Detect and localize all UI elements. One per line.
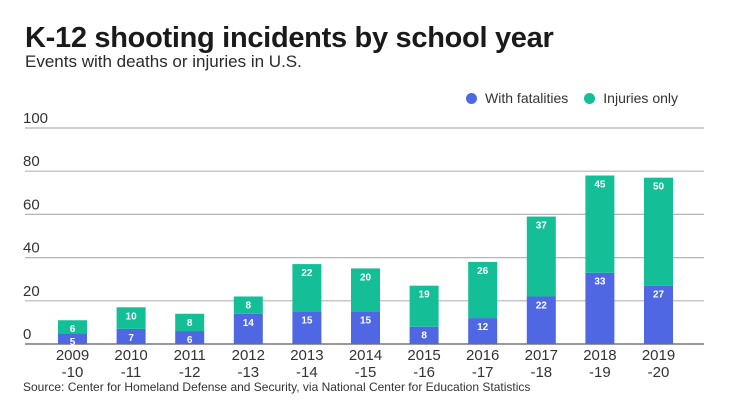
value-label-with-fatalities-2014: 15 (360, 316, 372, 327)
bar-with-fatalities-2012 (233, 313, 263, 344)
value-label-injuries-only-2015: 19 (419, 290, 431, 301)
bar-with-fatalities-2017 (526, 296, 556, 344)
value-label-injuries-only-2016: 26 (477, 266, 489, 277)
chart-subtitle: Events with deaths or injuries in U.S. (25, 52, 302, 71)
source-note: Source: Center for Homeland Defense and … (23, 380, 531, 394)
bar-with-fatalities-2009 (58, 333, 87, 344)
x-tick-label-2015: 2015 (407, 347, 440, 364)
x-tick-label-2012: 2012 (232, 347, 265, 364)
legend-item-with-fatalities: With fatalities (466, 90, 568, 106)
value-label-with-fatalities-2012: 14 (243, 318, 255, 329)
x-tick-label-2019: 2019 (642, 347, 675, 364)
x-tick-sublabel-2013: -14 (296, 364, 318, 381)
bar-injuries-only-2014 (351, 268, 380, 312)
bar-injuries-only-2019 (644, 177, 673, 286)
y-tick-label-100: 100 (23, 110, 48, 127)
x-tick-label-2013: 2013 (290, 347, 323, 364)
value-label-injuries-only-2014: 20 (360, 272, 372, 283)
value-label-injuries-only-2009: 6 (70, 324, 76, 335)
bar-with-fatalities-2014 (351, 311, 380, 344)
bar-with-fatalities-2011 (175, 331, 205, 344)
x-tick-sublabel-2019: -20 (648, 364, 670, 381)
value-label-with-fatalities-2017: 22 (536, 300, 548, 311)
value-label-with-fatalities-2015: 8 (421, 331, 427, 342)
y-tick-label-60: 60 (23, 196, 40, 213)
value-label-injuries-only-2010: 10 (126, 311, 138, 322)
legend-label-injuries-only: Injuries only (603, 90, 678, 106)
x-tick-sublabel-2010: -11 (121, 364, 142, 381)
bar-injuries-only-2010 (116, 307, 146, 329)
legend-swatch-with-fatalities (466, 92, 478, 104)
value-label-with-fatalities-2019: 27 (653, 290, 665, 301)
x-tick-label-2017: 2017 (525, 347, 558, 364)
bar-with-fatalities-2015 (409, 326, 439, 344)
bar-with-fatalities-2016 (468, 318, 498, 344)
legend: With fatalities Injuries only (450, 90, 678, 106)
y-tick-label-20: 20 (23, 283, 40, 300)
legend-swatch-injuries-only (584, 92, 596, 104)
x-tick-sublabel-2015: -16 (413, 364, 435, 381)
x-tick-label-2011: 2011 (174, 347, 206, 364)
bar-injuries-only-2016 (468, 261, 498, 319)
value-label-with-fatalities-2018: 33 (594, 277, 606, 288)
bar-injuries-only-2012 (233, 296, 263, 314)
x-tick-sublabel-2017: -18 (530, 364, 552, 381)
x-tick-label-2014: 2014 (349, 347, 382, 364)
value-label-injuries-only-2011: 8 (187, 318, 193, 329)
x-tick-sublabel-2016: -17 (472, 364, 494, 381)
bar-injuries-only-2018 (585, 175, 615, 273)
x-tick-sublabel-2014: -15 (355, 364, 377, 381)
y-tick-label-0: 0 (23, 326, 31, 343)
legend-label-with-fatalities: With fatalities (485, 90, 569, 106)
x-tick-label-2018: 2018 (583, 347, 616, 364)
value-label-injuries-only-2018: 45 (594, 180, 606, 191)
bar-with-fatalities-2013 (292, 311, 322, 344)
value-label-injuries-only-2013: 22 (301, 268, 313, 279)
bar-with-fatalities-2010 (116, 328, 146, 344)
y-tick-label-40: 40 (23, 240, 40, 257)
bar-injuries-only-2013 (292, 264, 322, 312)
x-tick-sublabel-2011: -12 (179, 364, 201, 381)
value-label-with-fatalities-2009: 5 (70, 337, 76, 348)
x-tick-label-2010: 2010 (114, 347, 147, 364)
value-label-with-fatalities-2016: 12 (477, 322, 489, 333)
bar-injuries-only-2017 (526, 216, 556, 297)
x-tick-sublabel-2012: -13 (237, 364, 259, 381)
y-tick-label-80: 80 (23, 153, 40, 170)
value-label-with-fatalities-2011: 6 (187, 335, 193, 346)
bar-with-fatalities-2019 (644, 285, 673, 344)
value-label-injuries-only-2017: 37 (536, 221, 548, 232)
bar-injuries-only-2011 (175, 313, 205, 332)
value-label-with-fatalities-2010: 7 (128, 333, 134, 344)
value-label-injuries-only-2019: 50 (653, 182, 665, 193)
value-label-with-fatalities-2013: 15 (301, 316, 313, 327)
value-label-injuries-only-2012: 8 (246, 300, 252, 311)
bar-with-fatalities-2018 (585, 272, 615, 344)
legend-item-injuries-only: Injuries only (584, 90, 678, 106)
x-tick-sublabel-2018: -19 (589, 364, 611, 381)
bar-injuries-only-2009 (58, 320, 87, 334)
bar-injuries-only-2015 (409, 285, 439, 327)
x-tick-sublabel-2009: -10 (62, 364, 84, 381)
x-tick-label-2016: 2016 (466, 347, 499, 364)
x-tick-label-2009: 2009 (56, 347, 89, 364)
chart-title: K-12 shooting incidents by school year (25, 22, 554, 54)
